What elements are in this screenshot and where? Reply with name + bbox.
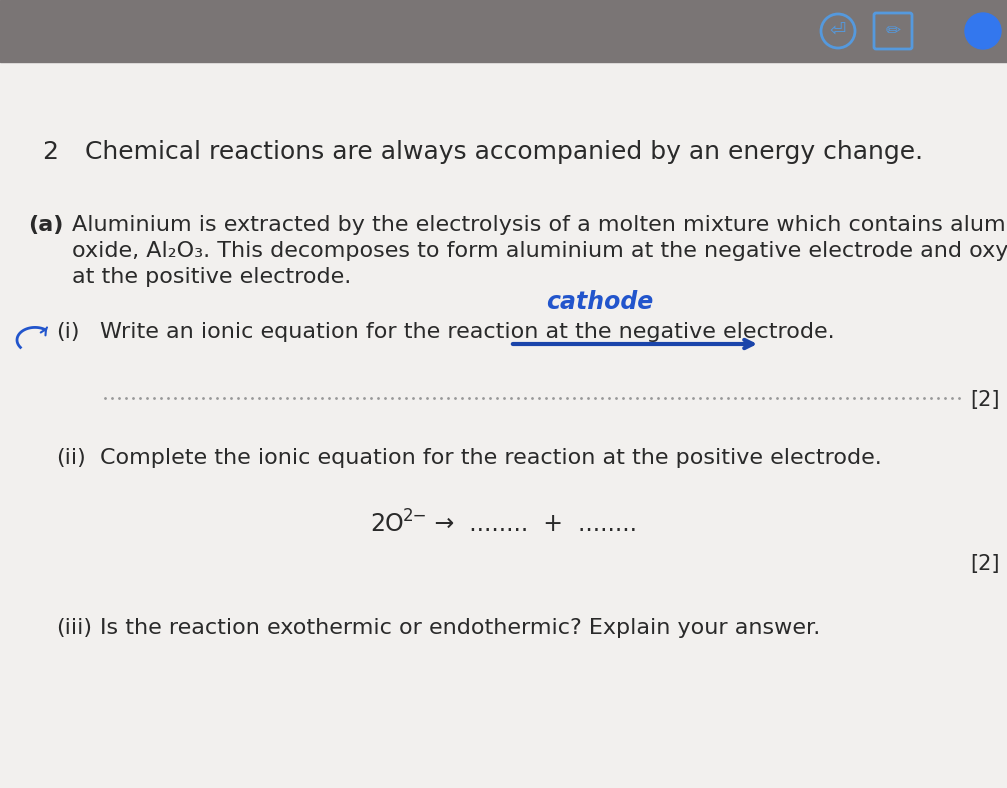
Circle shape — [965, 13, 1001, 49]
Text: Write an ionic equation for the reaction at the negative electrode.: Write an ionic equation for the reaction… — [100, 322, 835, 342]
Text: ⏎: ⏎ — [830, 21, 846, 40]
Text: [2]: [2] — [970, 390, 1000, 410]
Text: Chemical reactions are always accompanied by an energy change.: Chemical reactions are always accompanie… — [85, 140, 923, 164]
Text: [2]: [2] — [970, 554, 1000, 574]
Text: (a): (a) — [28, 215, 63, 235]
Text: 2O: 2O — [370, 512, 404, 536]
Text: cathode: cathode — [547, 290, 654, 314]
Bar — [0, 0, 1007, 62]
Text: 2: 2 — [42, 140, 58, 164]
Text: ✏: ✏ — [885, 22, 900, 40]
Text: (i): (i) — [56, 322, 80, 342]
Text: (iii): (iii) — [56, 618, 92, 638]
Text: at the positive electrode.: at the positive electrode. — [71, 267, 351, 287]
Text: →  ........  +  ........: → ........ + ........ — [427, 512, 637, 536]
Text: Aluminium is extracted by the electrolysis of a molten mixture which contains al: Aluminium is extracted by the electrolys… — [71, 215, 1007, 235]
Text: Complete the ionic equation for the reaction at the positive electrode.: Complete the ionic equation for the reac… — [100, 448, 882, 468]
Text: 2−: 2− — [403, 507, 428, 525]
Text: (ii): (ii) — [56, 448, 86, 468]
Text: Is the reaction exothermic or endothermic? Explain your answer.: Is the reaction exothermic or endothermi… — [100, 618, 821, 638]
Text: oxide, Al₂O₃. This decomposes to form aluminium at the negative electrode and ox: oxide, Al₂O₃. This decomposes to form al… — [71, 241, 1007, 261]
